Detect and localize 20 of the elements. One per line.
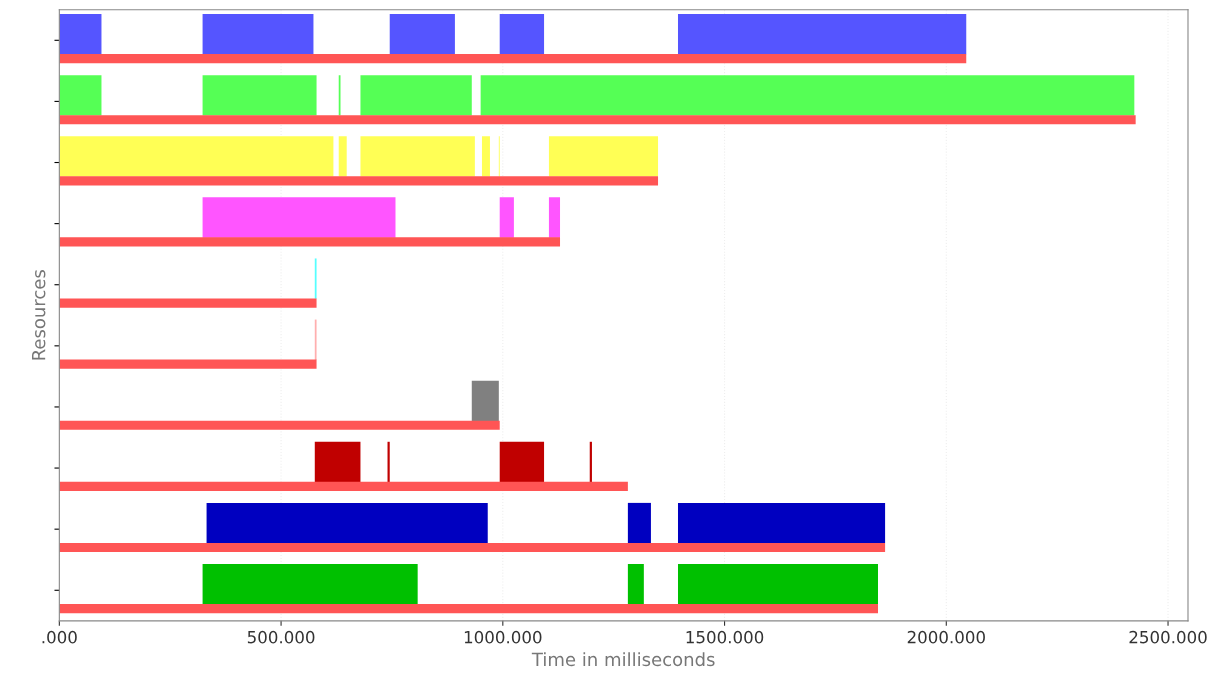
x-tick-label: 1000.000 xyxy=(464,630,542,644)
bar xyxy=(471,380,499,422)
x-tick-label: .000 xyxy=(42,630,77,644)
bar xyxy=(59,542,886,553)
x-tick-label: 2000.000 xyxy=(907,630,985,644)
bar xyxy=(59,420,500,430)
x-tick-label: 2500.000 xyxy=(1129,630,1207,644)
x-tick-label: 1500.000 xyxy=(686,630,764,644)
x-axis-title: Time in milliseconds xyxy=(531,652,715,667)
bar xyxy=(548,136,659,177)
bar xyxy=(59,237,561,247)
bar xyxy=(59,176,659,186)
y-axis-title: Resources xyxy=(32,270,46,360)
bar xyxy=(59,481,628,491)
bar xyxy=(59,604,878,614)
bar xyxy=(59,54,967,64)
bar xyxy=(59,298,317,308)
x-tick-label: 500.000 xyxy=(247,630,315,644)
bar xyxy=(59,359,317,369)
bar xyxy=(59,115,1136,125)
